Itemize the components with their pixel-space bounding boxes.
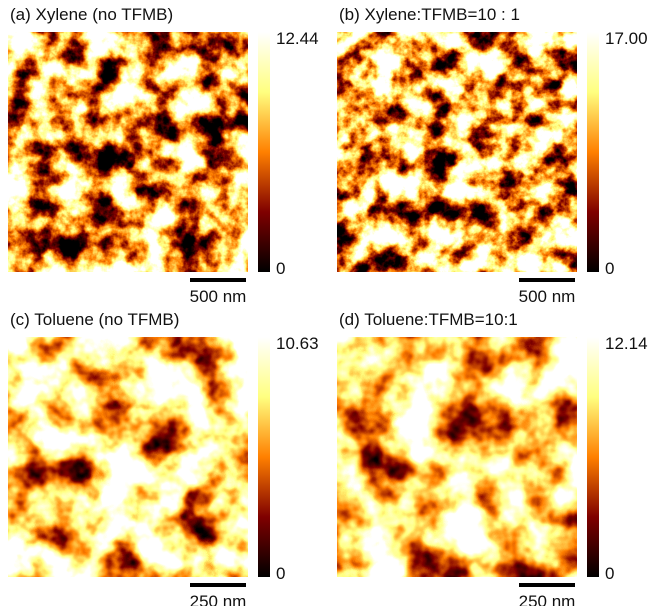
colorbar-min-label: 0 xyxy=(605,564,614,583)
colorbar xyxy=(258,337,270,577)
afm-image xyxy=(8,337,248,577)
page: {"panels": [ {"title": "(a) Xylene (no T… xyxy=(0,0,652,606)
afm-image xyxy=(337,32,577,272)
colorbar-min-label: 0 xyxy=(605,259,614,278)
colorbar xyxy=(258,32,270,272)
colorbar xyxy=(587,337,599,577)
figure: (a) Xylene (no TFMB) 12.44 0 500 nm (b) Xyle… xyxy=(0,0,652,606)
panel-title: (b) Xylene:TFMB=10 : 1 xyxy=(339,5,520,24)
scale-bar-label: 250 nm xyxy=(190,592,247,606)
colorbar xyxy=(587,32,599,272)
scale-bar-label: 500 nm xyxy=(519,287,576,306)
afm-image xyxy=(337,337,577,577)
colorbar-min-label: 0 xyxy=(276,564,285,583)
colorbar-max-label: 12.44 xyxy=(276,29,319,48)
colorbar-max-label: 17.00 xyxy=(605,29,648,48)
colorbar-min-label: 0 xyxy=(276,259,285,278)
panel-title: (a) Xylene (no TFMB) xyxy=(10,5,173,24)
scale-bar-label: 500 nm xyxy=(190,287,247,306)
panel-title: (c) Toluene (no TFMB) xyxy=(10,310,179,329)
panel-title: (d) Toluene:TFMB=10:1 xyxy=(339,310,518,329)
scale-bar-label: 250 nm xyxy=(519,592,576,606)
colorbar-max-label: 10.63 xyxy=(276,334,319,353)
afm-image xyxy=(8,32,248,272)
colorbar-max-label: 12.14 xyxy=(605,334,648,353)
